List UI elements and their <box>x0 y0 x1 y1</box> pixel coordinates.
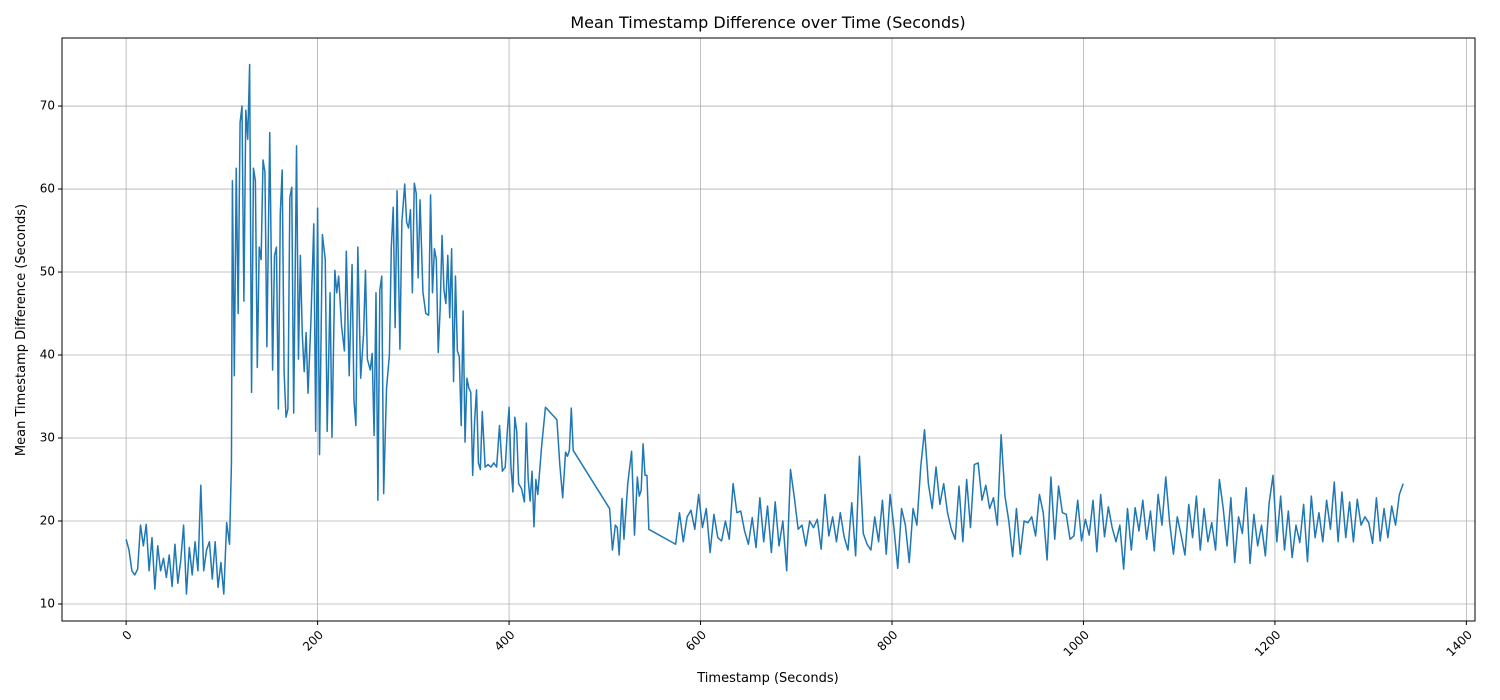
x-tick-label: 1400 <box>1443 628 1474 659</box>
x-tick-label: 1200 <box>1252 628 1283 659</box>
x-tick-label: 1000 <box>1061 628 1092 659</box>
y-tick-label: 20 <box>40 513 55 527</box>
x-tick-label: 0 <box>119 628 134 643</box>
y-tick-label: 60 <box>40 182 55 196</box>
y-axis-label: Mean Timestamp Difference (Seconds) <box>14 204 29 456</box>
plot-frame <box>61 37 1476 622</box>
y-tick-label: 50 <box>40 265 55 279</box>
data-line <box>125 63 1404 595</box>
plot <box>125 63 1404 595</box>
x-tick-label: 200 <box>300 628 326 654</box>
y-tick-label: 70 <box>40 99 55 113</box>
chart-title: Mean Timestamp Difference over Time (Sec… <box>570 13 965 32</box>
y-tick-label: 40 <box>40 348 55 362</box>
x-tick-label: 800 <box>874 628 900 654</box>
x-tick-label: 400 <box>492 628 518 654</box>
x-axis-label: Timestamp (Seconds) <box>696 671 838 686</box>
x-tick-label: 600 <box>683 628 709 654</box>
y-tick-label: 10 <box>40 596 55 610</box>
y-tick-label: 30 <box>40 431 55 445</box>
